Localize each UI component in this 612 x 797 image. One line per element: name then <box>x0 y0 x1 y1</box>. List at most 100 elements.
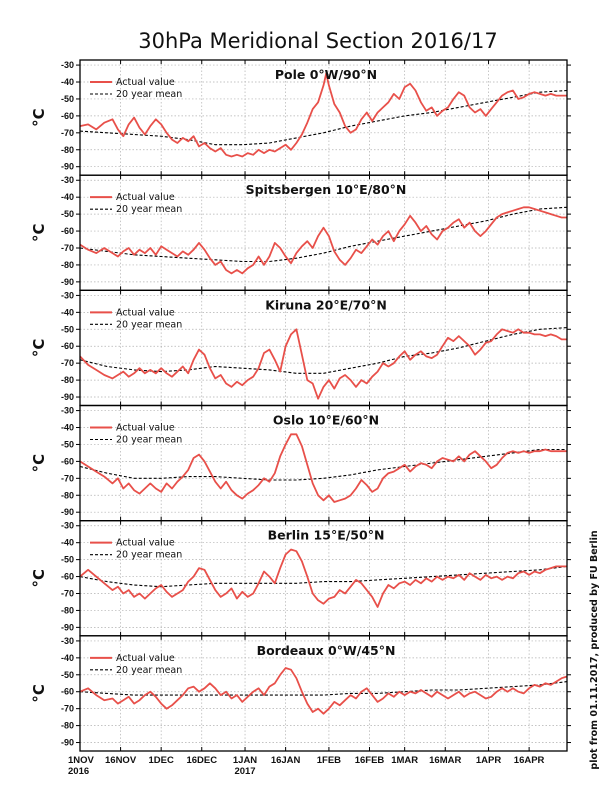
y-axis-label: °C <box>30 108 48 127</box>
x-tick-label: 1DEC <box>148 755 173 766</box>
legend-label-actual: Actual value <box>116 307 175 318</box>
x-tick-label: 1NOV <box>68 755 95 766</box>
y-tick-label: -50 <box>61 555 74 565</box>
legend-label-mean: 20 year mean <box>116 204 182 215</box>
y-tick-label: -40 <box>61 423 74 433</box>
series-line-actual-value <box>79 667 568 715</box>
series-line-actual-value <box>79 206 567 275</box>
y-tick-label: -30 <box>61 521 74 531</box>
y-tick-label: -80 <box>61 375 74 385</box>
legend-label-mean: 20 year mean <box>116 435 182 446</box>
y-tick-label: -30 <box>61 406 74 416</box>
x-tick-sublabel: 2016 <box>68 766 89 777</box>
y-axis-label: °C <box>30 684 48 703</box>
x-tick-label: 16NOV <box>105 755 137 766</box>
y-tick-label: -60 <box>61 572 74 582</box>
panel-frame <box>79 635 568 752</box>
series-line-20-year-mean <box>79 206 568 263</box>
y-tick-label: -70 <box>61 473 74 483</box>
y-tick-label: -70 <box>61 358 74 368</box>
y-tick-label: -90 <box>61 738 74 748</box>
y-tick-label: -30 <box>61 60 74 70</box>
y-tick-label: -40 <box>61 192 74 202</box>
x-tick-label: 16APR <box>514 755 545 766</box>
x-tick-label: 1JAN <box>233 755 257 766</box>
series-line-actual-value <box>79 328 567 400</box>
panel-2: -30 -40 -50 -60 -70 -80 -90 °C Kiruna 20°E/70°N A… <box>30 289 571 407</box>
y-tick-label: -40 <box>61 77 74 87</box>
y-tick-label: -40 <box>61 307 74 317</box>
legend-label-actual: Actual value <box>116 423 175 434</box>
y-tick-label: -40 <box>61 653 74 663</box>
x-tick-sublabel: 2017 <box>234 766 255 777</box>
panel-1: -30 -40 -50 -60 -70 -80 -90 °C Spitsbergen 10°E/… <box>30 174 571 291</box>
x-tick-label: 1MAR <box>391 755 418 766</box>
series-line-20-year-mean <box>79 565 568 588</box>
y-tick-label: -60 <box>61 687 74 697</box>
panel-3: -30 -40 -50 -60 -70 -80 -90 °C Oslo 10°E/60°N Act… <box>30 404 571 522</box>
y-axis-label: °C <box>30 569 48 588</box>
y-tick-label: -60 <box>61 456 74 466</box>
y-tick-label: -80 <box>61 145 74 155</box>
legend-label-actual: Actual value <box>116 653 175 664</box>
y-tick-label: -70 <box>61 243 74 253</box>
y-tick-label: -50 <box>61 94 74 104</box>
x-tick-label: 1FEB <box>317 755 341 766</box>
y-axis-label: °C <box>30 223 48 242</box>
series-line-actual-value <box>79 433 567 503</box>
y-tick-label: -80 <box>61 260 74 270</box>
y-tick-label: -70 <box>61 588 74 598</box>
y-tick-label: -80 <box>61 490 74 500</box>
panel-title: Kiruna 20°E/70°N <box>265 297 387 312</box>
y-tick-label: -70 <box>61 128 74 138</box>
panel-4: -30 -40 -50 -60 -70 -80 -90 °C Berlin 15°E/50°N A… <box>30 520 571 637</box>
panel-title: Berlin 15°E/50°N <box>268 528 385 543</box>
y-tick-label: -80 <box>61 605 74 615</box>
series-line-20-year-mean <box>79 89 568 146</box>
panel-title: Oslo 10°E/60°N <box>273 413 379 428</box>
y-tick-label: -50 <box>61 209 74 219</box>
legend-label-mean: 20 year mean <box>116 89 182 100</box>
y-tick-label: -90 <box>61 392 74 402</box>
x-tick-label: 16FEB <box>355 755 385 766</box>
panel-5: -30 -40 -50 -60 -70 -80 -90 °C Bordeaux 0°W/45°N… <box>30 635 571 752</box>
y-tick-label: -50 <box>61 439 74 449</box>
y-tick-label: -90 <box>61 507 74 517</box>
y-axis-label: °C <box>30 339 48 358</box>
y-tick-label: -50 <box>61 670 74 680</box>
panel-title: Pole 0°W/90°N <box>275 67 377 82</box>
y-tick-label: -30 <box>61 636 74 646</box>
legend-label-actual: Actual value <box>116 192 175 203</box>
legend-label-mean: 20 year mean <box>116 319 182 330</box>
x-tick-label: 16JAN <box>271 755 301 766</box>
x-tick-label: 1APR <box>476 755 501 766</box>
x-tick-label: 16MAR <box>429 755 461 766</box>
y-axis-label: °C <box>30 454 48 473</box>
series-line-20-year-mean <box>79 681 568 696</box>
legend-label-mean: 20 year mean <box>116 550 182 561</box>
panel-title: Bordeaux 0°W/45°N <box>257 643 396 658</box>
y-tick-label: -80 <box>61 721 74 731</box>
chart-title: 30hPa Meridional Section 2016/17 <box>138 29 497 53</box>
panel-0: -30 -40 -50 -60 -70 -80 -90 °C Pole 0°W/90°N Actu… <box>30 59 571 176</box>
x-tick-label: 16DEC <box>186 755 217 766</box>
series-line-20-year-mean <box>79 327 568 374</box>
legend-label-mean: 20 year mean <box>116 665 182 676</box>
y-tick-label: -90 <box>61 162 74 172</box>
y-tick-label: -60 <box>61 226 74 236</box>
credit-text: plot from 01.11.2017, produced by FU Ber… <box>589 530 600 769</box>
series-line-actual-value <box>79 72 567 158</box>
y-tick-label: -60 <box>61 341 74 351</box>
series-line-actual-value <box>79 548 567 608</box>
y-tick-label: -70 <box>61 704 74 714</box>
y-tick-label: -90 <box>61 622 74 632</box>
panel-title: Spitsbergen 10°E/80°N <box>246 182 407 197</box>
y-tick-label: -30 <box>61 290 74 300</box>
series-line-20-year-mean <box>79 448 567 481</box>
y-tick-label: -90 <box>61 277 74 287</box>
y-tick-label: -50 <box>61 324 74 334</box>
y-tick-label: -30 <box>61 175 74 185</box>
y-tick-label: -40 <box>61 538 74 548</box>
